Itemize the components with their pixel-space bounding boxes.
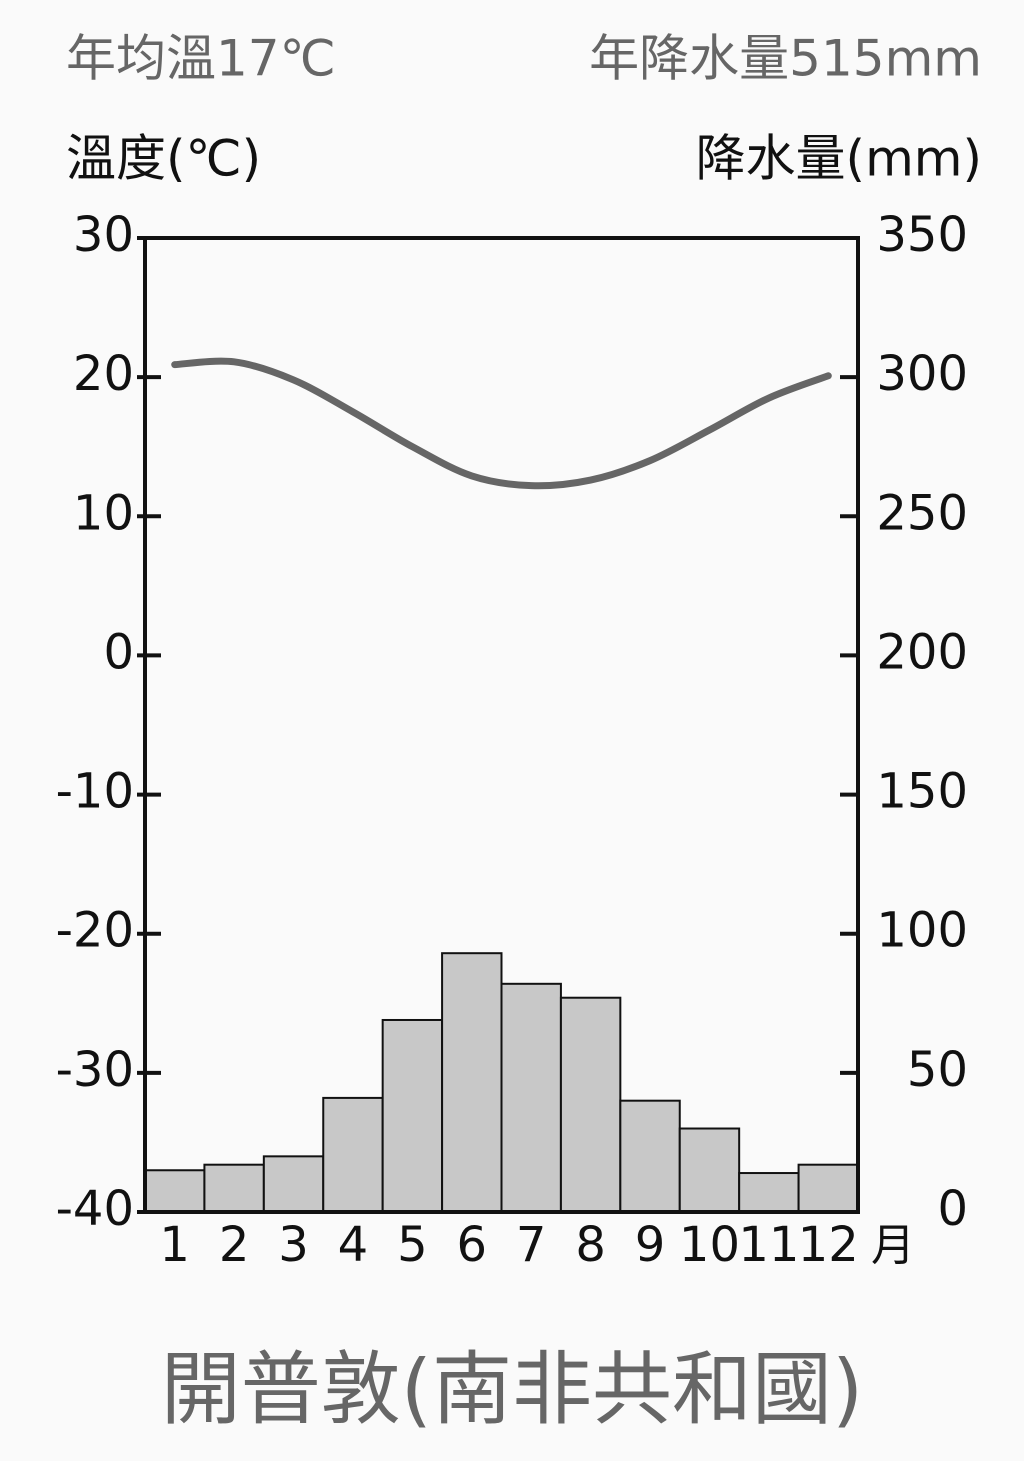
y-tick-label: -40 (56, 1181, 134, 1237)
y-tick-label: -20 (56, 903, 134, 959)
bar (322, 1096, 384, 1213)
y2-tick-label: 300 (876, 346, 968, 402)
y-tick-label: 10 (73, 485, 134, 541)
x-tick-label: 8 (575, 1217, 606, 1273)
y2-tick-label: 50 (907, 1042, 968, 1098)
bar (500, 982, 562, 1214)
bar (381, 1018, 444, 1213)
bar (559, 996, 622, 1213)
x-tick-label: 11 (738, 1217, 799, 1273)
bar (262, 1155, 325, 1214)
plot-frame (143, 236, 860, 1214)
x-axis-title: 月 (871, 1220, 915, 1271)
x-tick-label: 3 (278, 1217, 309, 1273)
bar (797, 1163, 859, 1213)
y-tick-label: 30 (73, 207, 134, 263)
bar (738, 1172, 800, 1214)
x-tick-label: 5 (397, 1217, 428, 1273)
x-tick-label: 7 (516, 1217, 547, 1273)
x-tick-label: 6 (457, 1217, 488, 1273)
y-tick-label: -10 (56, 764, 134, 820)
y2-tick-label: 0 (937, 1181, 968, 1237)
temperature-line (171, 357, 832, 490)
y-axis-title: 溫度(℃) (66, 130, 261, 188)
x-tick-label: 2 (219, 1217, 250, 1273)
chart-title: 開普敦(南非共和國) (161, 1343, 863, 1436)
bar (144, 1169, 206, 1214)
y-tick-label: 20 (73, 346, 134, 402)
y2-tick-label: 250 (876, 485, 968, 541)
y2-tick-label: 100 (876, 903, 968, 959)
bar (678, 1127, 741, 1213)
annotation: 年降水量515mm (589, 30, 982, 88)
bar (619, 1099, 681, 1213)
annotation: 年均溫17℃ (66, 30, 336, 88)
x-tick-label: 1 (159, 1217, 190, 1273)
x-tick-label: 12 (798, 1217, 859, 1273)
x-tick-label: 9 (635, 1217, 666, 1273)
y2-axis-title: 降水量(mm) (696, 130, 982, 188)
y2-tick-label: 200 (876, 624, 968, 680)
x-tick-label: 10 (679, 1217, 740, 1273)
bar (203, 1163, 265, 1213)
y-tick-label: 0 (103, 624, 134, 680)
x-tick-label: 4 (338, 1217, 369, 1273)
y-tick-label: -30 (56, 1042, 134, 1098)
y2-tick-label: 350 (876, 207, 968, 263)
y2-tick-label: 150 (876, 764, 968, 820)
bar (441, 952, 503, 1213)
